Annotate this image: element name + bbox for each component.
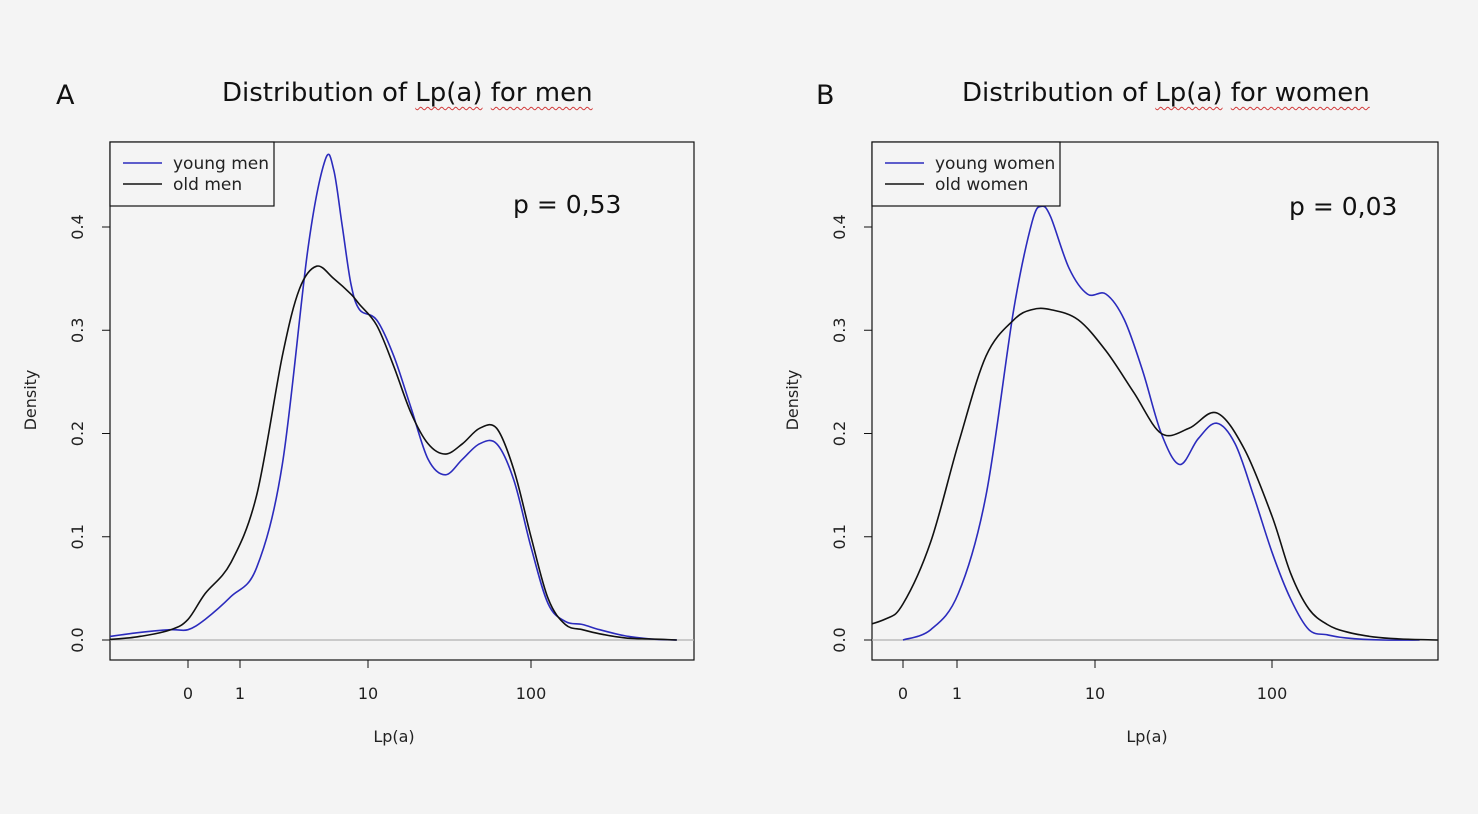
y-tick-label: 0.4	[68, 214, 87, 239]
chart-title: Distribution of Lp(a) for men	[222, 78, 593, 108]
series-line-young	[902, 205, 1420, 641]
series-line-old	[110, 265, 677, 641]
series-group	[872, 205, 1438, 641]
legend-label: young men	[173, 154, 269, 174]
legend-label: old women	[935, 175, 1028, 195]
legend-box	[109, 141, 275, 207]
x-axis: 0 1 10 100	[898, 660, 1287, 703]
x-tick-label: 0	[183, 684, 193, 703]
y-axis-label: Density	[783, 370, 802, 431]
chart-title-text: Distribution of Lp(a) for women	[962, 78, 1370, 108]
y-axis: 0.0 0.1 0.2 0.3 0.4	[830, 214, 872, 653]
title-part-underlined: Lp(a)	[415, 78, 483, 108]
plot-area	[109, 141, 695, 661]
legend-label: old men	[173, 175, 242, 195]
y-tick-label: 0.1	[68, 524, 87, 549]
chart-svg: 0 1 10 100 0.0 0.1 0.2 0.3 0.4 Lp(a) Density young …	[783, 141, 1439, 746]
y-tick-label: 0.3	[68, 318, 87, 343]
series-line-old	[872, 307, 1438, 641]
title-part: Distribution of	[962, 78, 1156, 108]
legend-box	[871, 141, 1061, 207]
y-tick-label: 0.2	[830, 421, 849, 446]
x-axis-label: Lp(a)	[373, 727, 414, 746]
chart-title: Distribution of Lp(a) for women	[962, 78, 1370, 108]
y-tick-label: 0.0	[830, 627, 849, 652]
y-tick-label: 0.1	[830, 524, 849, 549]
y-tick-label: 0.4	[830, 214, 849, 239]
legend-label: young women	[935, 154, 1055, 174]
x-tick-label: 1	[235, 684, 245, 703]
plot-area	[871, 141, 1439, 661]
y-axis-label: Density	[21, 370, 40, 431]
y-tick-label: 0.2	[68, 421, 87, 446]
title-part-underlined: Lp(a)	[1155, 78, 1223, 108]
chart-panel-women: B Distribution of Lp(a) for women 0 1 10 10…	[739, 0, 1478, 814]
chart-panel-men: A Distribution of Lp(a) for men 0 1 10 100 0…	[21, 78, 695, 746]
y-tick-label: 0.0	[68, 627, 87, 652]
chart-title-text: Distribution of Lp(a) for men	[222, 78, 593, 108]
x-tick-label: 10	[358, 684, 378, 703]
y-axis: 0.0 0.1 0.2 0.3 0.4	[68, 214, 110, 653]
panel-label: B	[816, 80, 835, 111]
series-group	[110, 153, 677, 641]
chart-svg: 0 1 10 100 0.0 0.1 0.2 0.3 0.4 Lp(a) Density young …	[21, 141, 695, 746]
p-value-annotation: p = 0,03	[1289, 192, 1397, 221]
panel-label: A	[56, 80, 75, 111]
series-line-young	[110, 153, 677, 641]
title-part: Distribution of	[222, 78, 416, 108]
x-tick-label: 100	[1257, 684, 1288, 703]
x-tick-label: 10	[1085, 684, 1105, 703]
x-tick-label: 0	[898, 684, 908, 703]
x-tick-label: 100	[516, 684, 547, 703]
y-tick-label: 0.3	[830, 318, 849, 343]
x-axis: 0 1 10 100	[183, 660, 546, 703]
title-part-underlined: for women	[1230, 78, 1370, 108]
x-tick-label: 1	[952, 684, 962, 703]
x-axis-label: Lp(a)	[1126, 727, 1167, 746]
p-value-annotation: p = 0,53	[513, 190, 621, 219]
title-part-underlined: for men	[490, 78, 593, 108]
